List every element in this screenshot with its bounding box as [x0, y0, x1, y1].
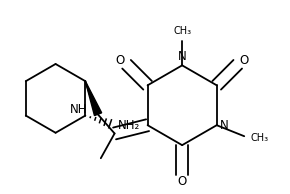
Text: CH₃: CH₃ [250, 133, 268, 143]
Text: CH₃: CH₃ [173, 26, 191, 36]
Text: O: O [116, 55, 125, 68]
Text: NH: NH [70, 103, 88, 116]
Text: O: O [239, 55, 249, 68]
Text: N: N [178, 50, 186, 63]
Text: NH₂: NH₂ [118, 119, 140, 132]
Text: N: N [220, 119, 228, 132]
Polygon shape [85, 81, 102, 116]
Text: O: O [177, 175, 187, 188]
